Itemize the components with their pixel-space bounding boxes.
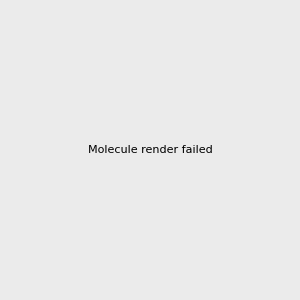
Text: Molecule render failed: Molecule render failed xyxy=(88,145,212,155)
